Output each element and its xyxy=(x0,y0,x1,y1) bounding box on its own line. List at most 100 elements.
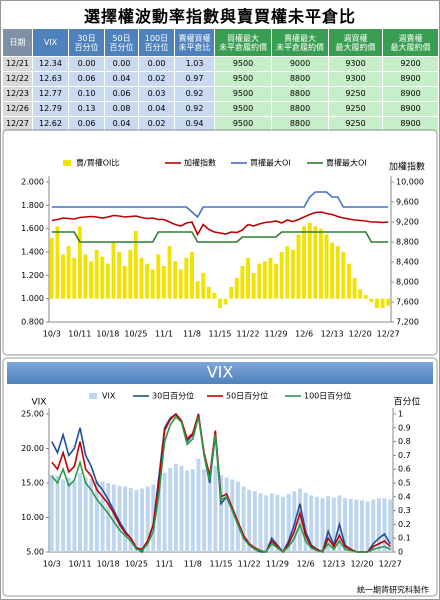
table-row: 12/26 12.79 0.13 0.08 0.04 0.92 9500 8800 9250 89… xyxy=(2,101,439,117)
bar xyxy=(296,234,301,299)
x-tick-label: 12/6 xyxy=(297,560,315,569)
table-cell: 12.77 xyxy=(32,86,69,102)
bar xyxy=(83,254,88,299)
bar xyxy=(89,261,94,299)
x-tick-label: 11/8 xyxy=(184,560,202,569)
bar xyxy=(100,481,105,552)
x-tick-label: 11/15 xyxy=(209,560,232,569)
y2-tick-label: 8,400 xyxy=(396,258,419,267)
y2-tick-label: 0.8 xyxy=(398,437,411,446)
bar xyxy=(178,269,183,299)
bar xyxy=(117,485,122,552)
table-cell: 0.03 xyxy=(138,86,175,102)
bar xyxy=(371,499,376,552)
table-cell: 12/27 xyxy=(2,116,33,132)
bar xyxy=(106,483,111,552)
bar xyxy=(258,493,263,552)
bar xyxy=(365,501,370,552)
x-tick-label: 10/11 xyxy=(68,560,91,569)
bar xyxy=(201,273,206,299)
x-tick-label: 10/25 xyxy=(125,560,148,569)
bar xyxy=(240,266,245,299)
bar xyxy=(111,242,116,299)
bar xyxy=(213,465,218,552)
bar xyxy=(139,257,144,299)
bar xyxy=(369,298,374,303)
bar xyxy=(145,486,150,552)
y2-tick-label: 10,000 xyxy=(396,178,424,187)
line xyxy=(51,415,391,554)
y2-tick-label: 7,600 xyxy=(396,298,419,307)
table-cell: 0.94 xyxy=(174,116,215,132)
bar xyxy=(279,252,284,299)
legend-swatch xyxy=(63,160,71,166)
table-cell: 12.62 xyxy=(32,116,69,132)
bar xyxy=(173,261,178,299)
legend-label: VIX xyxy=(102,392,116,401)
y-tick-label: 0.800 xyxy=(21,318,44,327)
bar xyxy=(375,298,379,308)
bar xyxy=(72,481,77,552)
y2-tick-label: 0 xyxy=(398,548,403,557)
bar xyxy=(303,492,308,552)
bar xyxy=(78,472,82,552)
footer: 統一期貨研究科製作 xyxy=(357,585,429,595)
bar xyxy=(352,277,357,299)
bar xyxy=(218,298,222,308)
x-tick-label: 11/22 xyxy=(238,560,261,569)
x-tick-label: 10/25 xyxy=(124,330,147,339)
bar xyxy=(195,281,200,299)
legend-label: 買權最大OI xyxy=(250,158,291,168)
x-tick-label: 12/13 xyxy=(322,560,345,569)
bar xyxy=(241,486,246,552)
bar xyxy=(382,498,387,552)
bar xyxy=(326,496,331,552)
bar xyxy=(162,472,167,552)
bar xyxy=(140,488,145,552)
y-tick-label: 1.400 xyxy=(21,248,44,257)
x-tick-label: 12/6 xyxy=(295,330,313,339)
page-title: 選擇權波動率指數與賣買權未平倉比 xyxy=(83,7,356,26)
x-tick-label: 11/15 xyxy=(208,330,231,339)
y2-tick-label: 0.5 xyxy=(398,479,411,488)
table-cell: 12/22 xyxy=(2,71,33,87)
bar xyxy=(55,476,60,552)
bar xyxy=(128,487,133,552)
bar xyxy=(224,477,229,552)
bar xyxy=(185,470,190,552)
table-cell: 9500 xyxy=(214,101,272,117)
bar xyxy=(123,486,128,552)
bar xyxy=(184,257,189,299)
bar xyxy=(207,470,212,552)
line xyxy=(51,211,389,237)
bar xyxy=(376,498,381,552)
table-cell: 0.04 xyxy=(104,116,139,132)
chart-title: VIX xyxy=(207,363,234,382)
x-tick-label: 11/1 xyxy=(155,330,173,339)
table-cell: 9300 xyxy=(328,71,383,87)
table-cell: 12.79 xyxy=(32,101,69,117)
bar xyxy=(83,477,88,552)
bar xyxy=(235,481,240,552)
bar xyxy=(156,254,161,299)
y-tick-label: 2.000 xyxy=(21,178,44,187)
bar xyxy=(268,257,273,299)
y-tick-label: 1.600 xyxy=(21,224,44,233)
bar xyxy=(286,494,291,552)
header-cell: 週買權 最大履約價 xyxy=(328,28,383,57)
x-tick-label: 11/1 xyxy=(156,560,174,569)
y2-tick-label: 0.3 xyxy=(398,506,411,515)
bar xyxy=(302,226,307,299)
bar xyxy=(348,498,353,552)
bar xyxy=(330,242,335,299)
y2-tick-label: 0.1 xyxy=(398,534,411,543)
bar xyxy=(309,495,314,552)
y2-tick-label: 0.7 xyxy=(398,451,411,460)
header-cell: 賣權最大 未平倉履約價 xyxy=(271,28,329,57)
bar xyxy=(145,263,150,299)
y2-tick-label: 7,200 xyxy=(396,318,419,327)
bar xyxy=(257,263,262,299)
bar xyxy=(49,474,54,552)
